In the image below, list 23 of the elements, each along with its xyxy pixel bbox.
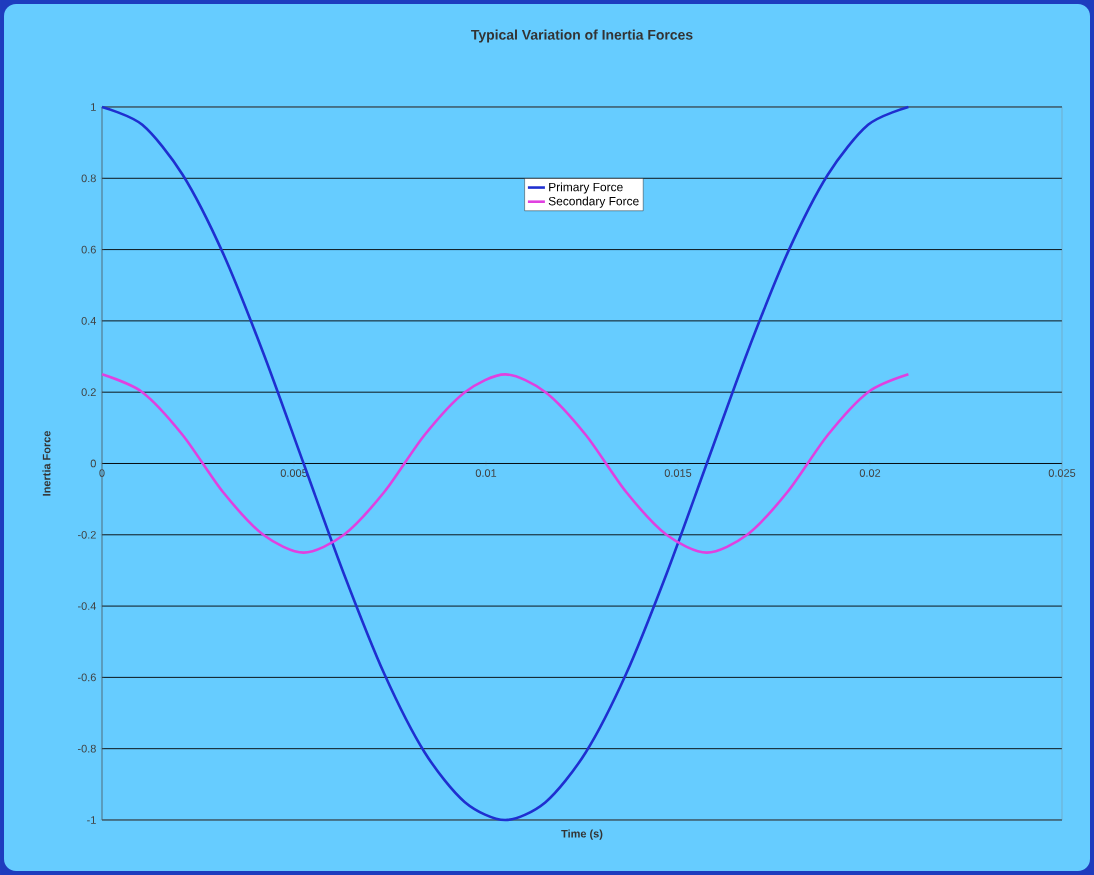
x-tick-label: 0.01: [475, 469, 497, 477]
y-tick-label: 0.8: [81, 174, 96, 183]
y-axis-title: Inertia Force: [42, 430, 51, 496]
legend-label: Primary Force: [549, 182, 623, 194]
y-tick-label: 0.2: [81, 388, 96, 397]
y-tick-label: 0.4: [81, 317, 97, 325]
x-tick-label: 0: [99, 469, 105, 477]
legend-label: Secondary Force: [548, 196, 639, 208]
y-tick-label: 0.6: [81, 245, 96, 254]
y-tick-label: -0.4: [77, 602, 97, 610]
y-tick-label: -0.6: [77, 673, 96, 682]
line-series: [100, 373, 910, 554]
x-tick-label: 0.025: [1048, 469, 1076, 477]
x-tick-label: 0.015: [664, 469, 692, 477]
y-tick-label: -1: [87, 816, 96, 824]
y-tick-label: -0.2: [77, 530, 96, 539]
y-tick-label: -0.8: [77, 744, 96, 753]
chart-title: Typical Variation of Inertia Forces: [471, 29, 693, 43]
y-tick-label: 0: [90, 459, 96, 468]
x-tick-label: 0.005: [280, 469, 308, 477]
x-tick-label: 0.02: [859, 469, 881, 477]
x-axis-title: Time (s): [561, 829, 603, 840]
y-tick-label: 1: [91, 103, 96, 111]
